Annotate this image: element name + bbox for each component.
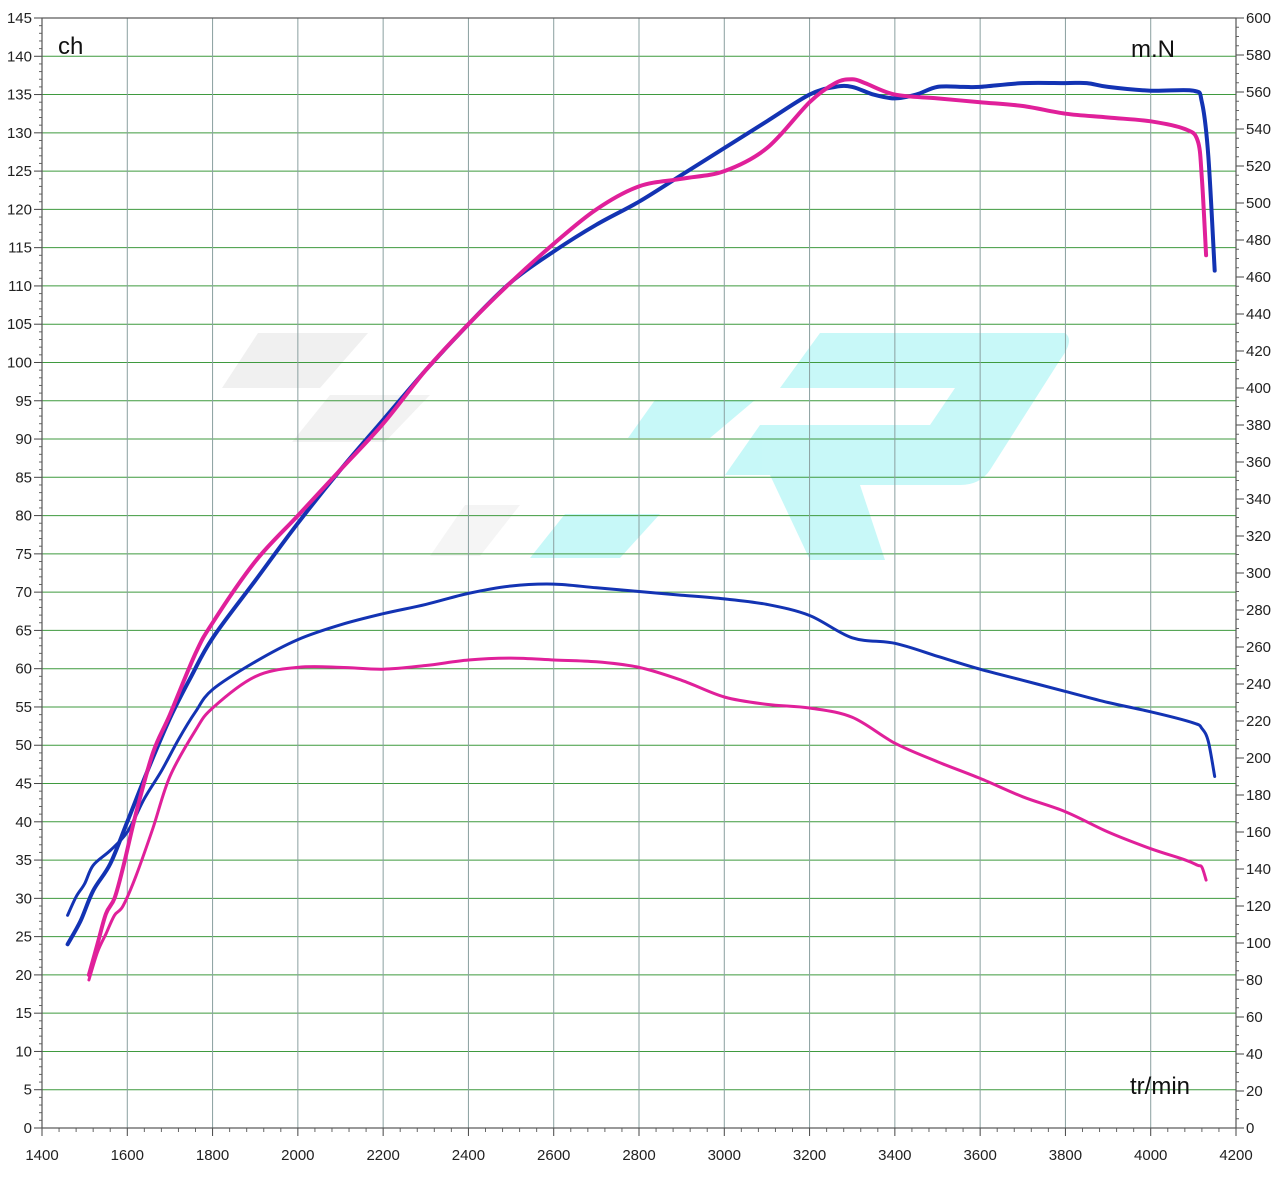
y-right-tick-label: 160 [1246,824,1271,841]
y-right-tick-label: 560 [1246,84,1271,101]
y-left-tick-label: 105 [7,316,32,333]
y-left-tick-label: 95 [15,393,32,410]
y-left-tick-label: 90 [15,431,32,448]
plot-frame [41,17,1237,1129]
y-right-tick-label: 40 [1246,1046,1263,1063]
y-left-tick-label: 140 [7,48,32,65]
series-group [65,77,1217,982]
y-left-tick-label: 100 [7,354,32,371]
y-right-tick-label: 420 [1246,343,1271,360]
left-axis-unit: ch [58,33,83,60]
x-tick-label: 1800 [196,1147,229,1164]
y-right-tick-label: 100 [1246,935,1271,952]
x-tick-label: 3600 [963,1147,996,1164]
y-right-tick-label: 120 [1246,898,1271,915]
y-right-tick-label: 60 [1246,1009,1263,1026]
y-right-tick-label: 320 [1246,528,1271,545]
y-left-tick-label: 115 [8,240,32,257]
x-tick-label: 2400 [452,1147,485,1164]
y-left-tick-label: 70 [15,584,32,601]
x-tick-label: 3400 [878,1147,911,1164]
y-left-tick-label: 120 [7,201,32,218]
x-tick-label: 2600 [537,1147,570,1164]
y-right-tick-label: 260 [1246,639,1271,656]
y-left-tick-label: 135 [7,87,32,104]
y-right-tick-label: 460 [1246,269,1271,286]
y-left-tick-label: 60 [15,661,32,678]
x-tick-label: 4000 [1134,1147,1167,1164]
x-tick-label: 3200 [793,1147,826,1164]
x-tick-label: 4200 [1219,1147,1252,1164]
y-right-tick-label: 600 [1246,10,1271,27]
y-left-tick-label: 20 [15,967,32,984]
y-left-tick-label: 65 [15,622,32,639]
y-left-tick-label: 80 [15,508,32,525]
y-left-tick-label: 130 [7,125,32,142]
y-right-tick-label: 80 [1246,972,1263,989]
y-left-tick-label: 35 [15,852,32,869]
y-right-tick-label: 520 [1246,158,1271,175]
right-axis-unit: m.N [1131,36,1175,63]
x-tick-label: 1400 [25,1147,58,1164]
y-left-tick-label: 125 [7,163,32,180]
y-right-tick-label: 360 [1246,454,1271,471]
series-line-4 [87,656,1208,982]
y-right-tick-label: 240 [1246,676,1271,693]
x-tick-label: 2800 [622,1147,655,1164]
x-tick-label: 3000 [708,1147,741,1164]
y-right-tick-label: 380 [1246,417,1271,434]
y-right-tick-label: 280 [1246,602,1271,619]
y-left-tick-label: 45 [15,776,32,793]
x-tick-label: 3800 [1049,1147,1082,1164]
y-left-tick-label: 5 [24,1082,32,1099]
y-right-tick-label: 200 [1246,750,1271,767]
y-left-tick-label: 10 [15,1043,32,1060]
y-right-tick-label: 580 [1246,47,1271,64]
series-line-3 [86,77,1209,977]
y-right-tick-label: 300 [1246,565,1271,582]
y-left-tick-label: 15 [15,1005,32,1022]
y-right-tick-label: 220 [1246,713,1271,730]
x-tick-label: 2200 [366,1147,399,1164]
y-right-tick-label: 440 [1246,306,1271,323]
y-right-tick-label: 400 [1246,380,1271,397]
series-line-2 [66,582,1217,917]
y-left-tick-label: 85 [15,469,32,486]
x-tick-label: 2000 [281,1147,314,1164]
y-left-tick-label: 40 [15,814,32,831]
y-left-tick-label: 55 [15,699,32,716]
y-right-tick-label: 500 [1246,195,1271,212]
y-left-tick-label: 110 [8,278,32,295]
y-right-tick-label: 480 [1246,232,1271,249]
y-right-tick-label: 180 [1246,787,1271,804]
y-left-tick-label: 30 [15,890,32,907]
y-right-tick-label: 0 [1246,1120,1254,1137]
y-right-tick-label: 20 [1246,1083,1263,1100]
y-right-tick-label: 140 [1246,861,1271,878]
y-left-tick-label: 145 [7,10,32,27]
y-left-tick-label: 50 [15,737,32,754]
y-right-tick-label: 540 [1246,121,1271,138]
y-left-tick-label: 75 [15,546,32,563]
x-axis-unit: tr/min [1130,1073,1190,1100]
series-line-1 [65,80,1217,947]
y-left-tick-label: 25 [15,929,32,946]
y-right-tick-label: 340 [1246,491,1271,508]
x-tick-label: 1600 [111,1147,144,1164]
y-left-tick-label: 0 [24,1120,32,1137]
axes: 0 5 10 15 20 25 30 35 40 45 50 55 60 65 70 75 80 85 90 95 10… [7,10,1271,1164]
